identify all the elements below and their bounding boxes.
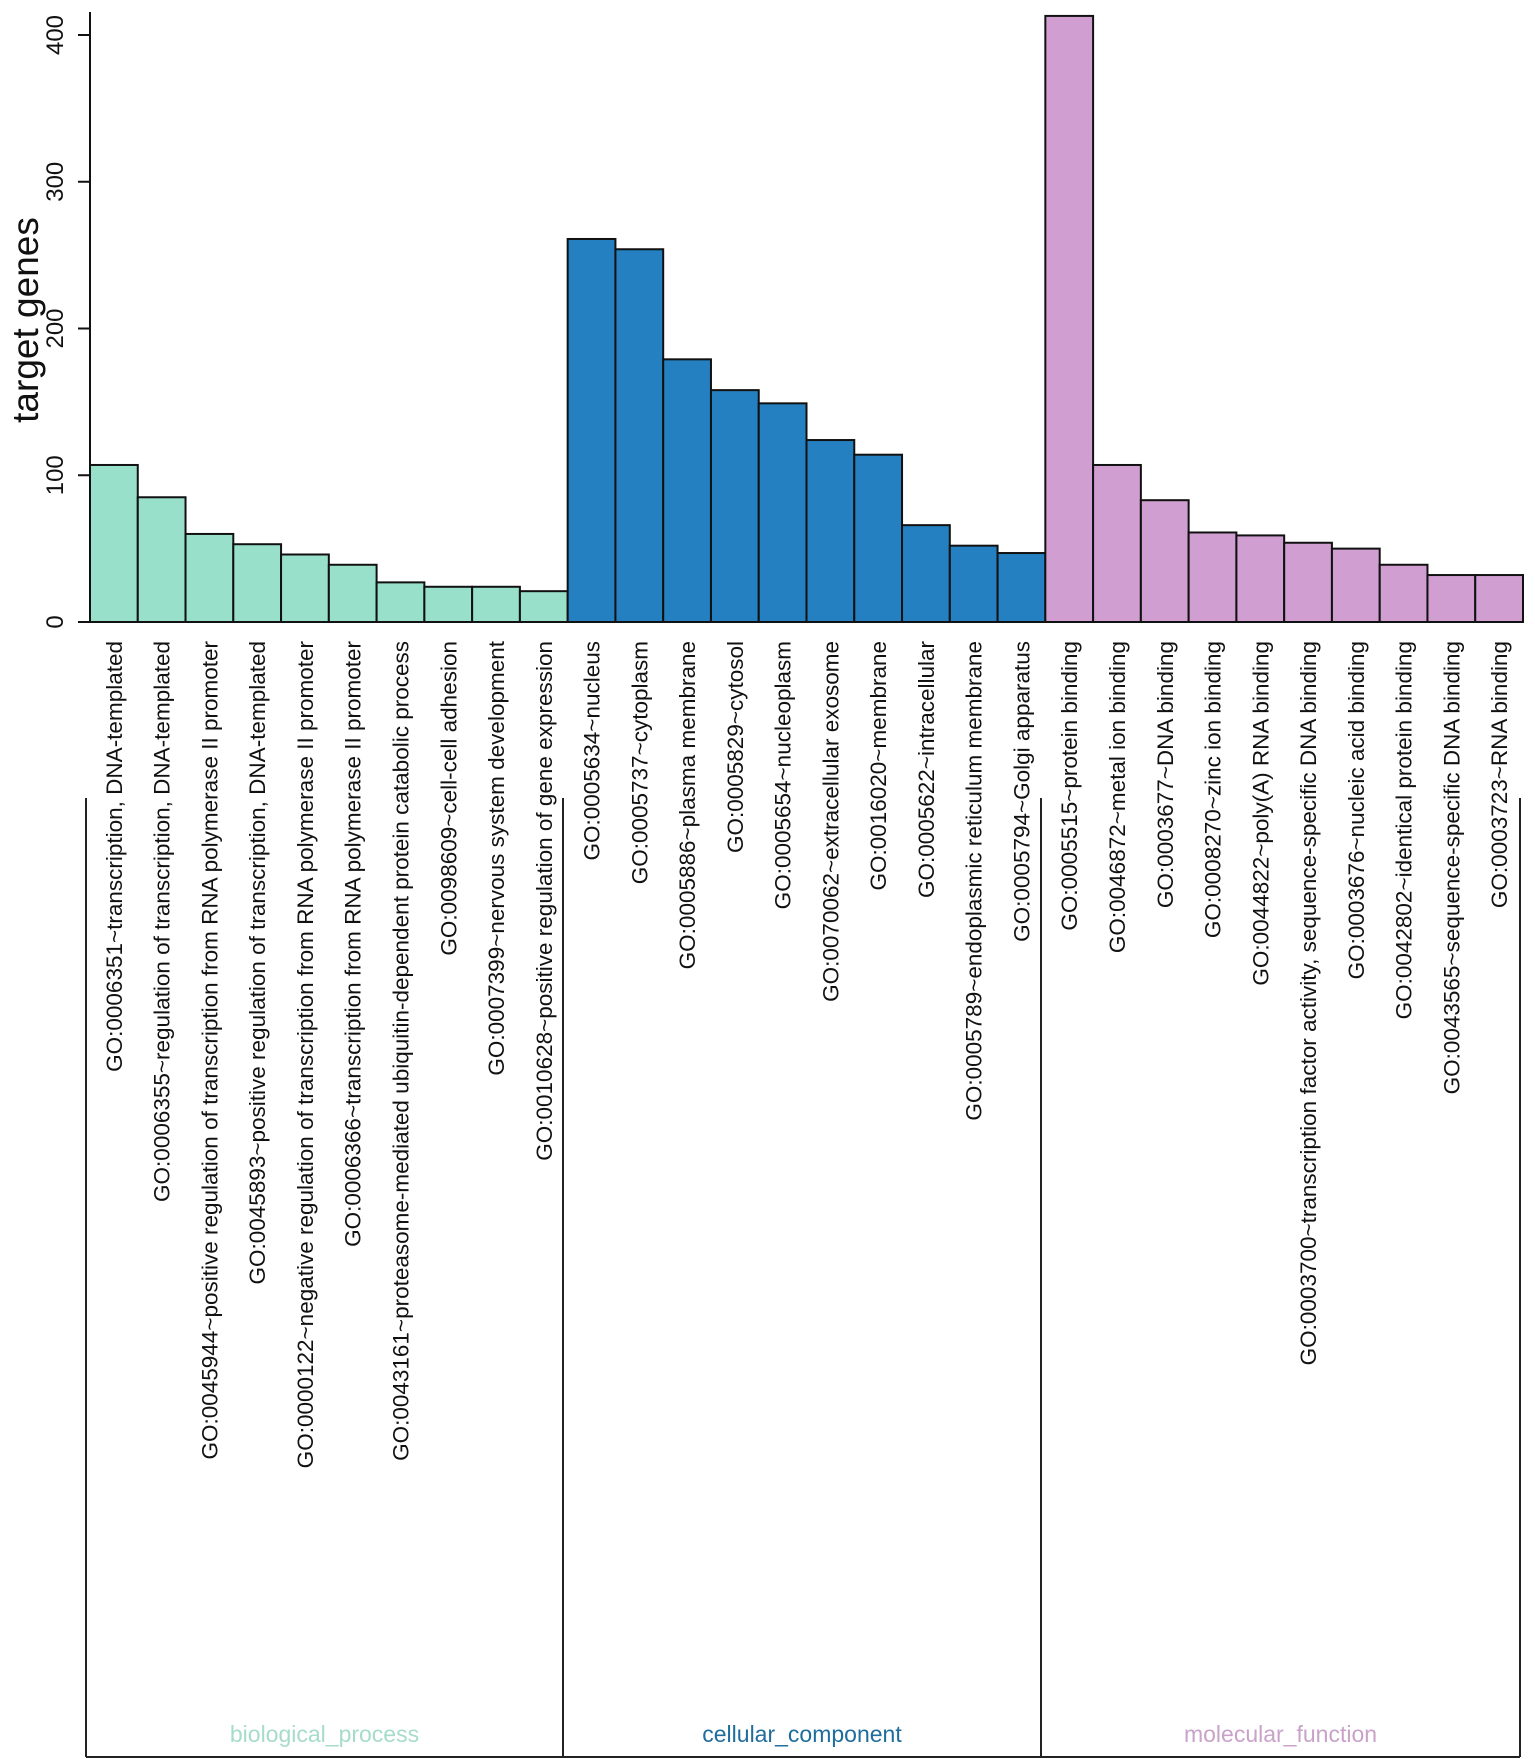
bar (280, 553, 330, 623)
y-tick-label: 200 (42, 308, 69, 348)
x-tick-label: GO:0005886~plasma membrane (675, 641, 700, 969)
bars (89, 14, 1524, 624)
bar (1330, 547, 1381, 623)
bar (662, 358, 712, 623)
bar (1378, 563, 1429, 624)
x-tick-label: GO:0007399~nervous system development (484, 640, 509, 1075)
x-tick-label: GO:0005622~intracellular (914, 641, 939, 899)
bar (232, 543, 283, 623)
x-tick-label: GO:0003676~nucleic acid binding (1344, 641, 1369, 979)
x-tick-label: GO:0008270~zinc ion binding (1201, 641, 1226, 938)
bar (89, 463, 139, 624)
x-tick-label: GO:0045893~positive regulation of transc… (245, 641, 270, 1284)
y-tick-label: 300 (42, 162, 69, 202)
bar (709, 389, 760, 624)
x-tick-label: GO:0005654~nucleoplasm (771, 641, 796, 909)
bar (1283, 541, 1333, 624)
y-tick-label: 100 (42, 455, 69, 495)
bar (948, 544, 999, 623)
x-tick-label: GO:0046872~metal ion binding (1105, 641, 1130, 953)
x-tick-label: GO:0045944~positive regulation of transc… (197, 640, 222, 1459)
x-tick-labels: GO:0006351~transcription, DNA-templated G… (102, 640, 1512, 1468)
x-tick-label: GO:0043565~sequence-specific DNA binding (1439, 641, 1464, 1094)
bar (853, 453, 904, 623)
x-tick-label: GO:0006355~regulation of transcription, … (150, 641, 175, 1202)
bar (614, 248, 665, 623)
group-label-molecular-function: molecular_function (1184, 1721, 1377, 1747)
bar (1044, 14, 1095, 624)
group-label-cellular-component: cellular_component (702, 1721, 902, 1747)
x-tick-label: GO:0000122~negative regulation of transc… (293, 641, 318, 1469)
bar (184, 532, 235, 624)
x-tick-label: GO:0003677~DNA binding (1153, 641, 1178, 908)
x-tick-label: GO:0044822~poly(A) RNA binding (1248, 641, 1273, 986)
bar (1187, 531, 1238, 623)
x-tick-label: GO:0005515~protein binding (1057, 641, 1082, 931)
y-axis-label: target genes (5, 217, 46, 423)
bar (1474, 574, 1524, 623)
x-tick-label: GO:0003700~transcription factor activity… (1296, 641, 1321, 1365)
bar (996, 552, 1047, 624)
x-tick-label: GO:0098609~cell-cell adhesion (436, 641, 461, 956)
y-axis: 0 100 200 300 400 (42, 12, 1523, 629)
x-tick-label: GO:0005789~endoplasmic reticulum membran… (962, 641, 987, 1121)
bar (901, 524, 951, 624)
bar (757, 402, 808, 623)
y-tick-label: 0 (42, 615, 69, 628)
bar (375, 581, 426, 624)
x-tick-label: GO:0005634~nucleus (580, 641, 605, 861)
x-tick-label: GO:0006366~transcription from RNA polyme… (341, 641, 366, 1247)
x-tick-label: GO:0070062~extracellular exosome (818, 641, 843, 1002)
x-tick-label: GO:0006351~transcription, DNA-templated (102, 641, 127, 1072)
bar (1092, 463, 1142, 624)
x-tick-label: GO:0010628~positive regulation of gene e… (532, 641, 557, 1161)
bar (1426, 574, 1477, 623)
bar (566, 237, 617, 623)
x-tick-label: GO:0042802~identical protein binding (1392, 641, 1417, 1019)
x-tick-label: GO:0005794~Golgi apparatus (1009, 641, 1034, 942)
bar (136, 496, 187, 624)
group-brackets: biological_process cellular_component mole… (85, 798, 1521, 1758)
bar (327, 563, 378, 624)
x-tick-label: GO:0005737~cytoplasm (627, 641, 652, 884)
bar (423, 585, 474, 624)
x-tick-label: GO:0043161~proteasome-mediated ubiquitin… (388, 641, 413, 1461)
bar (805, 439, 856, 623)
bar (1139, 499, 1190, 624)
bar (471, 585, 521, 624)
x-tick-label: GO:0016020~membrane (866, 641, 891, 891)
x-tick-label: GO:0003723~RNA binding (1487, 641, 1512, 908)
y-tick-label: 400 (42, 15, 69, 55)
bar (518, 590, 569, 623)
group-label-biological-process: biological_process (230, 1721, 419, 1747)
x-tick-label: GO:0005829~cytosol (723, 641, 748, 853)
bar (1235, 534, 1286, 623)
